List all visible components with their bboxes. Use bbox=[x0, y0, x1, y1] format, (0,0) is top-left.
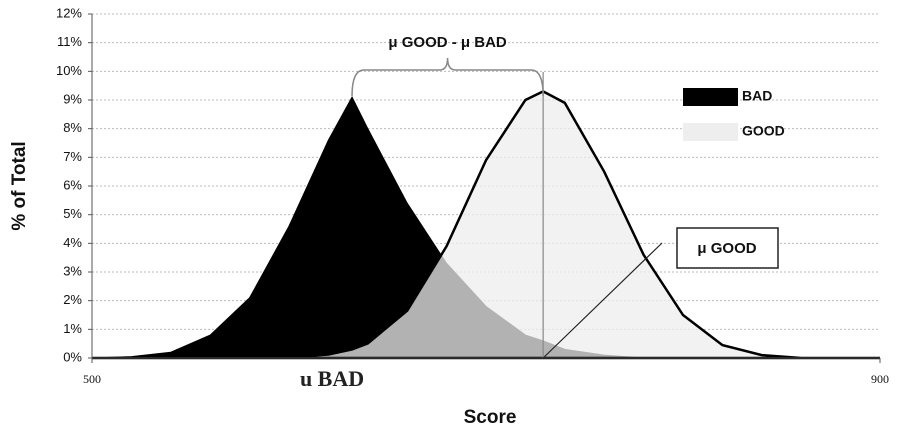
x-tick-label: 900 bbox=[871, 372, 889, 386]
axes: 0% 1% 2% 3% 4% 5% 6% 7% 8% 9% 10% 11% 12% 500 900 bbox=[56, 5, 889, 385]
annotations: μ GOOD - μ BAD μ GOOD u BAD bbox=[300, 34, 779, 391]
annotation-box bbox=[676, 227, 779, 269]
y-tick-label: 2% bbox=[63, 292, 82, 307]
y-tick-label: 7% bbox=[63, 149, 82, 164]
pointer bbox=[542, 242, 663, 359]
legend-swatch bbox=[683, 123, 738, 141]
y-tick-label: 1% bbox=[63, 321, 82, 336]
annotation: μ GOOD bbox=[697, 240, 756, 257]
annotation: μ GOOD - μ BAD bbox=[388, 34, 507, 51]
y-tick-label: 0% bbox=[63, 349, 82, 364]
legend-swatch bbox=[683, 88, 738, 106]
legend-label: GOOD bbox=[742, 123, 785, 139]
y-tick-label: 6% bbox=[63, 177, 82, 192]
y-tick-label: 11% bbox=[57, 34, 82, 49]
legend: BAD GOOD bbox=[683, 88, 785, 141]
y-tick-label: 3% bbox=[63, 263, 82, 278]
y-tick-label: 4% bbox=[63, 235, 82, 250]
annotation: u BAD bbox=[300, 366, 364, 391]
y-tick-label: 10% bbox=[56, 63, 82, 78]
x-tick-label: 500 bbox=[83, 372, 101, 386]
y-tick-label: 5% bbox=[63, 206, 82, 221]
y-tick-label: 9% bbox=[63, 91, 82, 106]
y-tick-label: 12% bbox=[56, 5, 82, 20]
y-axis-title: % of Total bbox=[9, 141, 30, 230]
y-tick-label: 8% bbox=[63, 120, 82, 135]
legend-label: BAD bbox=[742, 88, 772, 104]
x-axis-title: Score bbox=[464, 407, 517, 428]
bracket bbox=[351, 57, 544, 97]
